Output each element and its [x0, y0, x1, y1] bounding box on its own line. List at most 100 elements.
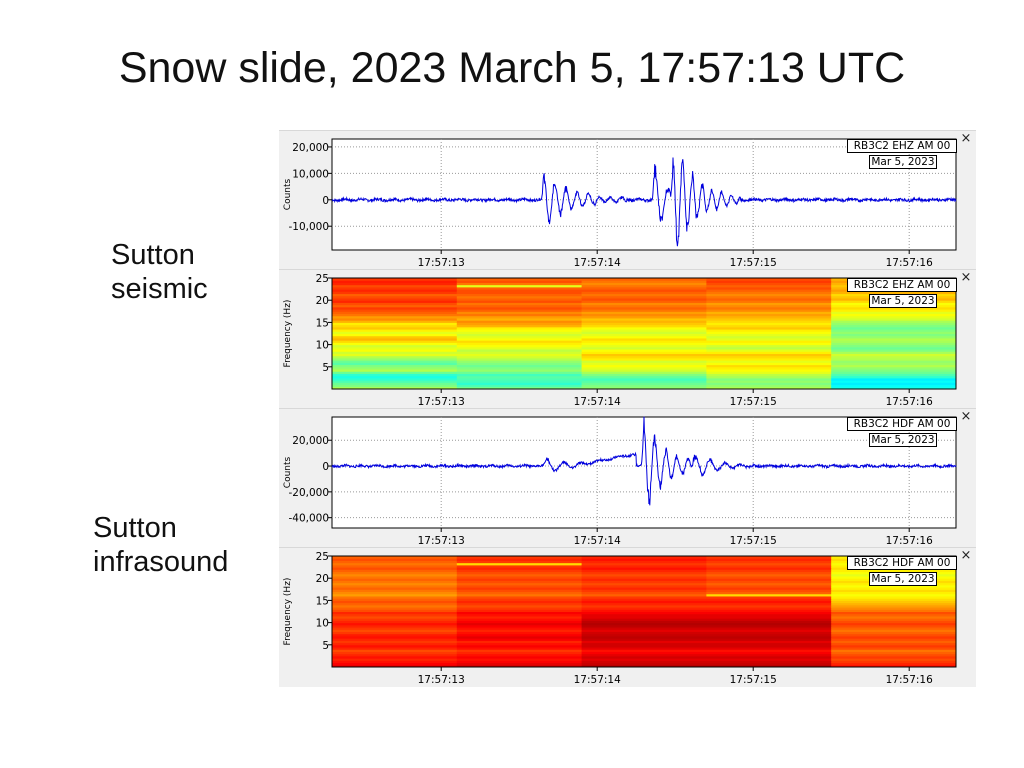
label-seismic-line-1: Sutton [111, 239, 195, 271]
spectrogram-cell [831, 331, 957, 334]
spectrogram-cell [456, 567, 583, 570]
spectrogram-cell [456, 286, 583, 290]
waveform-series-line [331, 157, 957, 247]
spectrogram-cell [332, 609, 458, 612]
spectrogram-cell [332, 291, 458, 295]
spectrogram-cell [831, 333, 957, 337]
spectrogram-cell [706, 317, 832, 321]
spectrogram-cell [581, 595, 707, 599]
spectrogram-cell [456, 635, 583, 639]
spectrogram-cell [831, 373, 957, 377]
slide-title: Snow slide, 2023 March 5, 17:57:13 UTC [118, 44, 906, 92]
spectrogram-cell [456, 344, 583, 348]
spectrogram-cell [831, 622, 957, 626]
spectrogram-cell [831, 342, 957, 346]
spectrogram-cell [332, 647, 458, 650]
spectrogram-cell [706, 647, 832, 650]
spectrogram-cell [706, 624, 832, 628]
y-tick-label: 5 [322, 640, 329, 652]
spectrogram-cell [831, 324, 957, 328]
spectrogram-cell [581, 302, 707, 306]
spectrogram-cell [706, 622, 832, 626]
spectrogram-cell [581, 602, 707, 606]
spectrogram-cell [706, 360, 832, 363]
infrasound-spectrogram-panel: 5 10 15 20 25 17:57:13 17:57:14 17:57:15 17:57:1… [279, 547, 976, 687]
close-icon[interactable]: × [960, 548, 972, 563]
y-tick-label: 10 [316, 340, 329, 352]
spectrogram-cell [581, 658, 707, 661]
spectrogram-cell [456, 564, 583, 568]
spectrogram-cell [456, 357, 583, 361]
spectrogram-cell [332, 295, 458, 299]
spectrogram-cell [332, 627, 458, 630]
spectrogram-cell [332, 340, 458, 343]
x-tick-label: 17:57:15 [730, 257, 777, 269]
spectrogram-cell [706, 635, 832, 639]
spectrogram-cell [581, 609, 707, 612]
infrasound-waveform-panel: -40,000 -20,000 0 20,000 17:57:13 17:57:14 17:… [279, 408, 976, 548]
y-tick-label: 15 [316, 317, 329, 329]
spectrogram-cell [332, 631, 458, 635]
spectrogram-cell [706, 375, 832, 379]
spectrogram-cell [706, 602, 832, 606]
x-tick-label: 17:57:16 [886, 257, 933, 269]
spectrogram-cell [332, 337, 458, 341]
spectrogram-cell [332, 635, 458, 639]
close-icon[interactable]: × [960, 131, 972, 146]
spectrogram-cell [706, 333, 832, 337]
spectrogram-cell [831, 311, 957, 315]
spectrogram-cell [581, 278, 707, 281]
spectrogram-cell [706, 595, 832, 599]
infrasound-waveform-chart: -40,000 -20,000 0 20,000 17:57:13 17:57:14 17:… [283, 416, 957, 547]
spectrogram-cell [332, 580, 458, 584]
spectrogram-cell [706, 573, 832, 577]
spectrogram-cell [581, 364, 707, 368]
spectrogram-cell [706, 282, 832, 286]
spectrogram-cell [332, 642, 458, 646]
spectrogram-cell [456, 289, 583, 292]
y-axis-label: Frequency (Hz) [283, 578, 293, 646]
y-axis-label: Counts [283, 178, 293, 210]
spectrogram-cell [332, 324, 458, 328]
spectrogram-cell [706, 660, 832, 664]
y-tick-label: 20 [316, 295, 329, 307]
x-tick-label: 17:57:13 [418, 535, 465, 547]
close-icon[interactable]: × [960, 270, 972, 285]
spectrogram-cell [456, 313, 583, 317]
x-tick-label: 17:57:13 [418, 674, 465, 686]
spectrogram-cell [332, 284, 458, 288]
spectrogram-cell [581, 291, 707, 295]
spectrogram-cell [831, 313, 957, 317]
spectrogram-cell [332, 326, 458, 330]
spectrogram-cell [332, 382, 458, 386]
spectrogram-cell [456, 662, 583, 666]
spectrogram-cell [581, 556, 707, 559]
spectrogram-cell [831, 653, 957, 657]
spectrogram-cell [706, 293, 832, 297]
y-axis-label: Counts [283, 456, 293, 488]
spectrogram-cell [706, 322, 832, 326]
x-tick-label: 17:57:16 [886, 674, 933, 686]
spectrogram-cell [456, 658, 583, 661]
spectrogram-cell [332, 302, 458, 306]
spectrogram-cell [706, 611, 832, 615]
spectrogram-cell [706, 335, 832, 339]
spectrogram-cell [831, 386, 957, 390]
spectrogram-cell [831, 340, 957, 343]
spectrogram-cell [831, 584, 957, 588]
spectrogram-cell [456, 317, 583, 321]
spectrogram-cell [332, 315, 458, 319]
spectrogram-cell [581, 371, 707, 374]
spectrogram-cell [581, 382, 707, 386]
spectrogram-cell [581, 333, 707, 337]
spectrogram-cell [456, 291, 583, 295]
spectrogram-cell [456, 595, 583, 599]
spectrogram-cell [706, 638, 832, 641]
legend-date: Mar 5, 2023 [869, 294, 937, 308]
spectrogram-cell [581, 300, 707, 303]
spectrogram-cell [706, 280, 832, 283]
spectrogram-cell [456, 649, 583, 652]
close-icon[interactable]: × [960, 409, 972, 424]
spectrogram-cell [581, 324, 707, 328]
spectrogram-cell [332, 644, 458, 648]
